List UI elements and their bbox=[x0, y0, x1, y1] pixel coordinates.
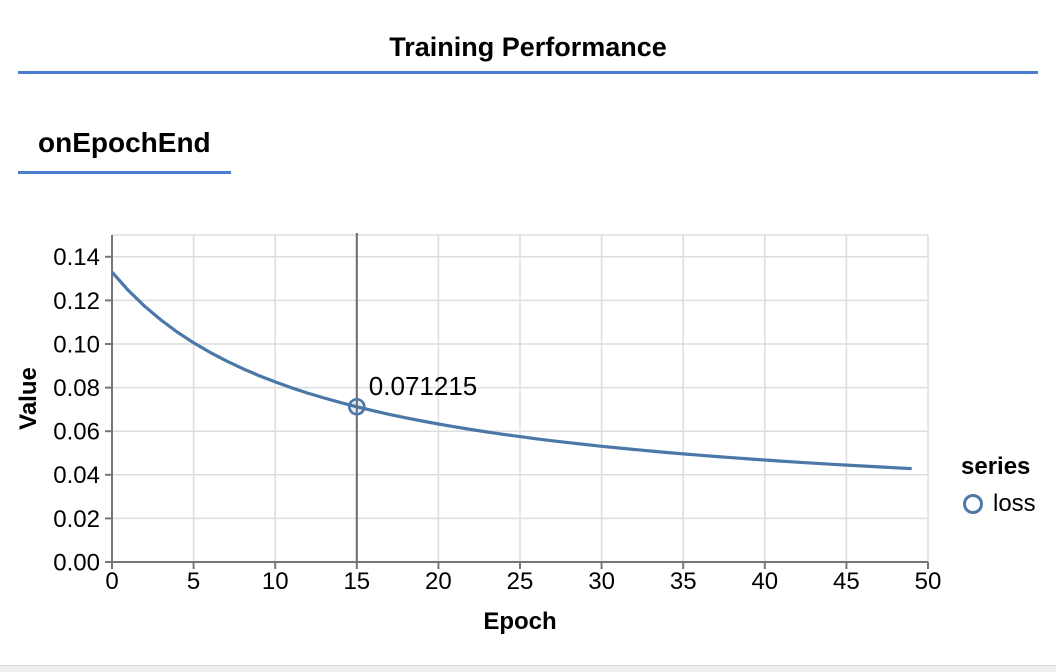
y-tick-label: 0.12 bbox=[53, 288, 100, 315]
title-divider bbox=[18, 71, 1038, 74]
x-tick-label: 30 bbox=[588, 568, 615, 595]
y-tick-label: 0.02 bbox=[53, 506, 100, 533]
x-tick-label: 45 bbox=[833, 568, 860, 595]
section-divider bbox=[18, 171, 231, 174]
y-tick-label: 0.04 bbox=[53, 462, 100, 489]
x-axis-title: Epoch bbox=[483, 608, 556, 634]
x-tick-label: 15 bbox=[343, 568, 370, 595]
x-tick-label: 35 bbox=[670, 568, 697, 595]
legend-item-label: loss bbox=[993, 490, 1036, 517]
legend-item-loss: loss bbox=[961, 490, 1036, 518]
section-title: onEpochEnd bbox=[38, 127, 211, 158]
page-bottom-strip bbox=[0, 665, 1056, 672]
loss-series-icon bbox=[963, 494, 983, 514]
x-tick-label: 25 bbox=[507, 568, 534, 595]
x-tick-label: 40 bbox=[751, 568, 778, 595]
x-tick-label: 20 bbox=[425, 568, 452, 595]
y-tick-label: 0.10 bbox=[53, 331, 100, 358]
x-tick-label: 0 bbox=[105, 568, 118, 595]
tooltip-value-label: 0.071215 bbox=[369, 371, 477, 401]
highlight-marker bbox=[347, 397, 366, 416]
chart-canvas[interactable]: 0.00 0.02 0.04 0.06 0.08 0.10 0.12 0.14 0 5 10 15 20… bbox=[0, 222, 1056, 634]
y-tick-label: 0.06 bbox=[53, 419, 100, 446]
x-tick-label: 50 bbox=[915, 568, 942, 595]
legend-title: series bbox=[961, 453, 1031, 480]
loss-series-line bbox=[110, 271, 912, 471]
y-axis-title: Value bbox=[15, 367, 42, 430]
training-chart: 0.00 0.02 0.04 0.06 0.08 0.10 0.12 0.14 0 5 10 15 20… bbox=[0, 222, 1056, 634]
x-tick-label: 10 bbox=[262, 568, 289, 595]
y-tick-label: 0.00 bbox=[53, 549, 100, 576]
x-tick-label: 5 bbox=[187, 568, 200, 595]
y-tick-label: 0.08 bbox=[53, 375, 100, 402]
page-title: Training Performance bbox=[389, 32, 667, 62]
chart-legend: series loss bbox=[961, 453, 1036, 518]
y-tick-label: 0.14 bbox=[53, 244, 100, 271]
